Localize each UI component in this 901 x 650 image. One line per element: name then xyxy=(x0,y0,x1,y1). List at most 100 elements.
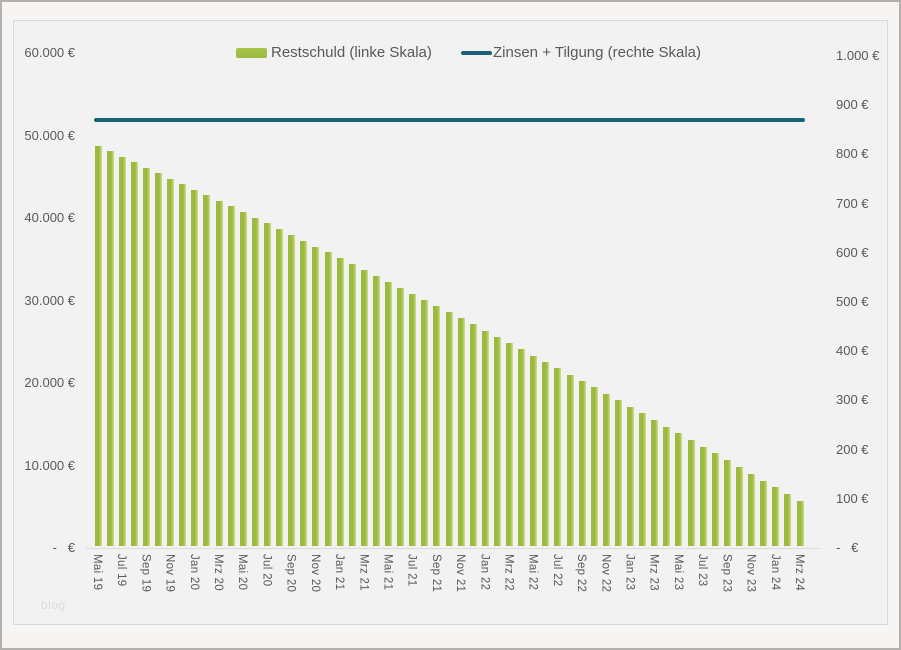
bar-restschuld xyxy=(796,501,804,546)
x-axis-tick-label: Jul 19 xyxy=(115,554,128,587)
x-axis-tick-label: Mrz 21 xyxy=(357,554,370,591)
bar-restschuld xyxy=(142,167,150,546)
bar-restschuld xyxy=(469,324,477,546)
x-axis-tick-label: Mai 21 xyxy=(381,554,394,591)
left-axis-tick-label: 50.000 € xyxy=(24,127,75,143)
x-axis-tick-label: Sep 19 xyxy=(139,554,152,593)
right-axis-tick-label: - € xyxy=(836,540,859,555)
bar-restschuld xyxy=(215,200,223,546)
x-axis-tick-label: Mai 20 xyxy=(236,554,249,591)
bar-restschuld xyxy=(94,145,102,546)
x-axis-tick-label: Nov 19 xyxy=(163,554,176,593)
bar-restschuld xyxy=(748,473,756,546)
bar-restschuld xyxy=(397,287,405,546)
bar-restschuld xyxy=(687,439,695,546)
bar-restschuld xyxy=(481,330,489,546)
x-axis-tick-label: Sep 21 xyxy=(429,554,442,593)
x-axis-tick-label: Jul 21 xyxy=(405,554,418,587)
bar-restschuld xyxy=(760,480,768,546)
bar-restschuld xyxy=(675,433,683,546)
bar-restschuld xyxy=(372,275,380,546)
bar-restschuld xyxy=(506,342,513,546)
bar-restschuld xyxy=(663,426,671,546)
bar-restschuld xyxy=(276,229,283,546)
left-axis-tick-label: 30.000 € xyxy=(24,292,75,308)
bar-restschuld xyxy=(518,349,526,546)
right-axis-tick-label: 100 € xyxy=(836,490,869,506)
x-axis-tick-label: Jan 23 xyxy=(623,554,636,591)
left-axis-tick-label: 40.000 € xyxy=(24,210,75,225)
bar-restschuld xyxy=(130,162,138,546)
left-axis-tick-label: 20.000 € xyxy=(24,375,75,390)
bar-restschuld xyxy=(457,318,465,546)
bar-restschuld xyxy=(203,195,211,546)
x-axis-tick-label: Sep 22 xyxy=(575,554,588,593)
bar-restschuld xyxy=(106,151,114,546)
bar-restschuld xyxy=(300,240,308,546)
bar-restschuld xyxy=(614,400,622,546)
bar-restschuld xyxy=(421,299,429,546)
bar-restschuld xyxy=(385,281,392,546)
x-axis-tick-label: Mrz 20 xyxy=(212,554,224,591)
legend-label-restschuld: Restschuld (linke Skala) xyxy=(271,44,432,61)
x-axis-tick-label: Nov 22 xyxy=(599,554,612,593)
bar-restschuld xyxy=(590,387,598,546)
bar-restschuld xyxy=(324,252,332,546)
x-axis-tick-label: Mai 22 xyxy=(526,554,539,591)
bar-restschuld xyxy=(336,258,344,546)
right-axis-tick-label: 300 € xyxy=(836,392,869,408)
x-axis-tick-label: Jan 21 xyxy=(333,554,346,591)
watermark-text: blog xyxy=(41,598,66,612)
x-axis-tick-label: Nov 21 xyxy=(454,554,467,593)
bar-restschuld xyxy=(191,189,199,546)
right-axis-tick-label: 600 € xyxy=(836,244,869,260)
bar-restschuld xyxy=(784,494,792,546)
bar-restschuld xyxy=(627,406,634,546)
bar-restschuld xyxy=(711,453,719,546)
left-axis-tick-label: 10.000 € xyxy=(24,457,75,473)
bar-restschuld xyxy=(723,460,731,546)
right-axis-tick-label: 800 € xyxy=(836,146,869,162)
bar-restschuld xyxy=(772,487,780,546)
bar-restschuld xyxy=(227,206,235,546)
x-axis-tick-label: Mai 23 xyxy=(671,554,684,591)
x-axis-tick-label: Jul 22 xyxy=(550,554,563,587)
x-axis-tick-label: Mai 19 xyxy=(91,554,103,591)
bar-restschuld xyxy=(155,173,162,546)
right-axis-tick-label: 1.000 € xyxy=(836,48,880,63)
x-axis-tick-label: Jan 24 xyxy=(768,554,781,591)
bar-restschuld xyxy=(651,420,659,546)
bar-restschuld xyxy=(118,156,126,546)
bar-restschuld xyxy=(179,184,187,546)
x-axis-tick-label: Jul 20 xyxy=(260,554,273,587)
x-axis-tick-label: Jan 22 xyxy=(478,554,491,591)
bar-restschuld xyxy=(554,368,562,546)
bar-restschuld xyxy=(288,234,296,546)
legend-swatch-zinsen-tilgung-icon xyxy=(461,51,492,55)
line-zinsen-tilgung xyxy=(94,117,805,123)
bar-restschuld xyxy=(493,336,501,546)
right-axis-tick-label: 200 € xyxy=(836,441,869,457)
bar-restschuld xyxy=(433,305,441,546)
bar-restschuld xyxy=(409,293,417,546)
x-axis-tick-label: Nov 23 xyxy=(744,554,757,593)
bar-restschuld xyxy=(263,223,271,546)
bar-restschuld xyxy=(602,393,610,546)
left-axis-tick-label: - € xyxy=(52,540,75,555)
bar-restschuld xyxy=(566,374,574,546)
right-axis-tick-label: 700 € xyxy=(836,195,869,211)
x-axis-tick-label: Jul 23 xyxy=(696,554,709,587)
x-axis-tick-label: Mrz 23 xyxy=(647,554,660,591)
bar-restschuld xyxy=(530,355,538,546)
bar-restschuld xyxy=(542,361,550,546)
x-axis-tick-label: Sep 20 xyxy=(284,554,297,593)
x-axis-tick-label: Mrz 22 xyxy=(502,554,515,591)
bar-restschuld xyxy=(348,264,356,546)
bar-restschuld xyxy=(239,212,247,546)
bar-restschuld xyxy=(167,178,175,546)
chart-frame: Restschuld (linke Skala) Zinsen + Tilgun… xyxy=(13,20,888,625)
bar-restschuld xyxy=(251,217,259,546)
left-axis-tick-label: 60.000 € xyxy=(24,45,75,60)
x-axis-line xyxy=(86,548,820,549)
